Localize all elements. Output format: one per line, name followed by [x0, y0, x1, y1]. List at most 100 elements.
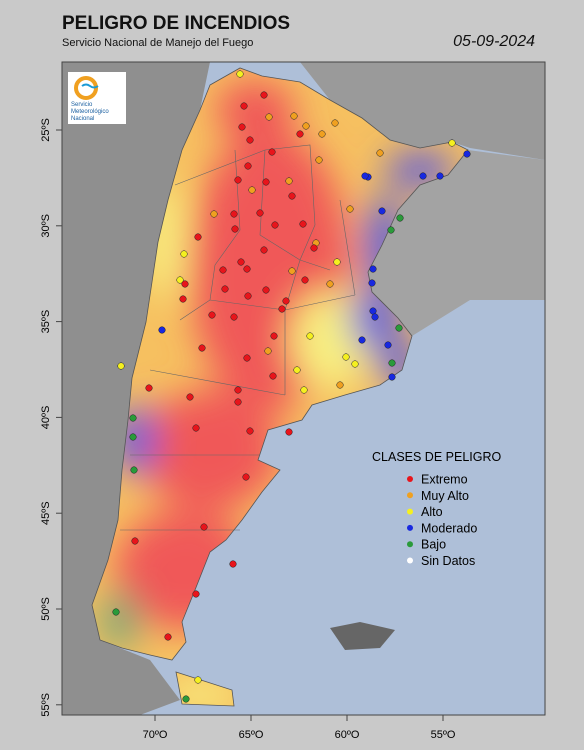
logo: Servicio Meteorológico Nacional [68, 72, 126, 124]
station [179, 295, 187, 303]
station [200, 523, 208, 531]
station [248, 186, 256, 194]
station [112, 608, 120, 616]
station [236, 70, 244, 78]
station [234, 398, 242, 406]
legend-swatch [407, 476, 413, 482]
station [198, 344, 206, 352]
station [368, 279, 376, 287]
station [288, 267, 296, 275]
station [384, 341, 392, 349]
station [378, 207, 386, 215]
station [301, 276, 309, 284]
legend-swatch [407, 508, 413, 515]
malvinas [330, 622, 395, 650]
station [243, 265, 251, 273]
station [243, 354, 251, 362]
logo-text: Servicio [71, 102, 93, 108]
station [244, 292, 252, 300]
station [336, 381, 344, 389]
station [194, 233, 202, 241]
lat-label: 35ºS [40, 310, 52, 334]
neighbors [300, 62, 545, 160]
station [419, 172, 427, 180]
station [234, 176, 242, 184]
station [176, 276, 184, 284]
station [129, 414, 137, 422]
legend-swatch [407, 492, 413, 499]
logo-text: Meteorológico [71, 109, 109, 115]
station [376, 149, 384, 157]
station [269, 372, 277, 380]
station [293, 366, 301, 374]
station [260, 246, 268, 254]
station [246, 136, 254, 144]
legend-label: Bajo [421, 538, 446, 552]
lon-label: 60ºO [335, 729, 360, 741]
station [182, 695, 190, 703]
station [396, 214, 404, 222]
station [300, 386, 308, 394]
station [230, 313, 238, 321]
lon-label: 55ºO [431, 729, 456, 741]
station [158, 326, 166, 334]
station [145, 384, 153, 392]
subtitle: Servicio Nacional de Manejo del Fuego [62, 37, 253, 49]
legend-swatch [407, 541, 413, 548]
station [256, 209, 264, 217]
station [230, 210, 238, 218]
station [342, 353, 350, 361]
station [221, 285, 229, 293]
station [260, 91, 268, 99]
station [237, 258, 245, 266]
station [244, 162, 252, 170]
legend-swatch [407, 557, 413, 564]
legend-title: CLASES DE PELIGRO [372, 450, 501, 464]
station [369, 265, 377, 273]
station [265, 113, 273, 121]
station [231, 225, 239, 233]
station [296, 130, 304, 138]
lon-label: 70ºO [143, 729, 168, 741]
station [333, 258, 341, 266]
lat-label: 25ºS [40, 118, 52, 142]
lat-label: 40ºS [40, 406, 52, 430]
station [306, 332, 314, 340]
station [262, 286, 270, 294]
station [271, 221, 279, 229]
station [131, 537, 139, 545]
station [351, 360, 359, 368]
station [192, 424, 200, 432]
station [436, 172, 444, 180]
legend-label: Moderado [421, 521, 477, 535]
station [181, 280, 189, 288]
station [246, 427, 254, 435]
station [358, 336, 366, 344]
legend-label: Extremo [421, 473, 468, 487]
station [117, 362, 125, 370]
date: 05-09-2024 [453, 33, 535, 50]
station [346, 205, 354, 213]
legend-swatch [407, 524, 413, 531]
frame [61, 61, 546, 716]
legend-label: Alto [421, 505, 443, 519]
station [361, 172, 369, 180]
station [219, 266, 227, 274]
station [395, 324, 403, 332]
station [388, 359, 396, 367]
station [448, 139, 456, 147]
station [315, 156, 323, 164]
station [318, 130, 326, 138]
station [387, 226, 395, 234]
station [262, 178, 270, 186]
station [331, 119, 339, 127]
station [129, 433, 137, 441]
brazil-uruguay [368, 140, 545, 336]
station [270, 332, 278, 340]
station [302, 122, 310, 130]
lat-label: 30ºS [40, 214, 52, 238]
station [194, 676, 202, 684]
station [299, 220, 307, 228]
title: PELIGRO DE INCENDIOS [62, 13, 290, 34]
